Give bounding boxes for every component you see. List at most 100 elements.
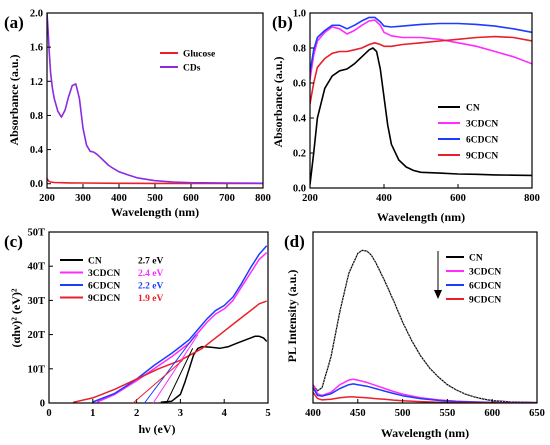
panel-a-y-tick-label: 1.2	[30, 77, 43, 88]
panel-a-x-tick-label: 200	[39, 193, 55, 204]
panel-a-x-tick-label: 300	[75, 193, 91, 204]
panel-c-x-tick-label: 2	[134, 408, 139, 419]
panel-a-y-tick-label: 0.0	[30, 179, 43, 190]
panel-c-y-tick-label: 40T	[27, 262, 45, 273]
panel-a-y-axis-title: Absorbance (a.u.)	[7, 54, 21, 145]
panel-a-y-tick-label: 2.0	[30, 9, 43, 20]
panel-c-x-tick-label: 4	[222, 408, 228, 419]
panel-c-y-tick-label: 20T	[27, 330, 45, 341]
panel-b-y-tick-label: 1.0	[293, 9, 306, 20]
panel-a-letter: (a)	[4, 13, 24, 32]
panel-b-plot-area	[310, 16, 532, 185]
panel-d-series-cn-line	[313, 249, 537, 403]
panel-c-legend-label-3cdcn: 3CDCN	[88, 269, 120, 279]
panel-d-x-tick-label: 500	[395, 408, 411, 419]
panel-c-legend-label-9cdcn: 9CDCN	[88, 294, 120, 304]
panel-c-y-axis-title: (αhν)² (eV)²	[9, 288, 23, 347]
panel-c-y-tick-label: 0	[40, 399, 45, 410]
panel-b-series-cn-line	[310, 47, 532, 185]
panel-d-x-tick-label: 650	[529, 408, 545, 419]
panel-b-y-tick-label: 0.6	[293, 79, 306, 90]
panel-a-x-tick-label: 400	[111, 193, 127, 204]
panel-d-x-axis-title: Wavelength (nm)	[381, 426, 469, 440]
panel-b-x-tick-label: 200	[302, 193, 318, 204]
panel-c-band-gap-9cdcn: 1.9 eV	[138, 294, 163, 304]
panel-c-x-tick-label: 5	[265, 408, 270, 419]
panel-b-y-tick-label: 0.4	[293, 114, 307, 125]
panel-a-y-tick-label: 0.4	[30, 145, 44, 156]
panel-b-series-3cdcn-line	[310, 19, 532, 80]
panel-d-frame	[312, 231, 538, 404]
panel-d-series-6cdcn-line	[313, 383, 537, 403]
panel-b-x-tick-label: 600	[450, 193, 466, 204]
panel-c-band-gap-6cdcn: 2.2 eV	[138, 282, 163, 292]
panel-a-x-axis-title: Wavelength (nm)	[111, 205, 199, 219]
panel-c-band-gap-cn: 2.7 eV	[138, 257, 163, 267]
panel-c-legend-label-6cdcn: 6CDCN	[88, 282, 120, 292]
panel-b-x-tick-label: 800	[524, 193, 540, 204]
panel-b-x-tick-label: 400	[376, 193, 392, 204]
panel-b-y-tick-label: 0.2	[293, 149, 306, 160]
panel-d-x-tick-label: 400	[305, 408, 321, 419]
panel-a-x-tick-label: 600	[183, 193, 199, 204]
panel-c-legend-label-cn: CN	[88, 257, 102, 267]
panel-c-plot-area	[72, 245, 268, 403]
panel-b-frame	[309, 12, 533, 189]
panel-c-y-tick-label: 50T	[27, 228, 45, 239]
panel-a-legend-label-cds: CDs	[183, 64, 201, 74]
panel-c-tangent-line-cn	[165, 348, 194, 404]
panel-d-legend-arrow-head	[434, 290, 442, 299]
panel-c-x-tick-label: 3	[178, 408, 183, 419]
panel-d-letter: (d)	[284, 232, 305, 251]
panel-d-series-cn-markers	[313, 249, 537, 403]
panel-b-series-6cdcn-line	[310, 16, 532, 73]
panel-d-x-tick-label: 450	[350, 408, 366, 419]
panel-a-plot-area	[47, 13, 263, 185]
panel-c-x-tick-label: 0	[46, 408, 51, 419]
panel-c-series-6cdcn-line	[92, 245, 268, 403]
panel-c-tangent-line-3cdcn	[152, 334, 199, 404]
panel-c-frame	[48, 231, 269, 404]
panel-b-legend-label-cn: CN	[466, 104, 480, 114]
panel-d: (d) Wavelength (nm) PL Intensity (a.u.) …	[284, 231, 545, 440]
panel-b-y-tick-label: 0.0	[293, 184, 306, 195]
panel-a-x-tick-label: 700	[219, 193, 235, 204]
panel-c-y-tick-label: 10T	[27, 364, 45, 375]
panel-a-series-cds-line	[47, 13, 263, 185]
panel-a-y-tick-label: 1.6	[30, 43, 43, 54]
panel-d-legend-label-3cdcn: 3CDCN	[469, 268, 501, 278]
panel-a: (a) Wavelength (nm) Absorbance (a.u.) 20…	[4, 9, 271, 220]
panel-c-tangent-line-6cdcn	[144, 334, 197, 404]
panel-d-legend-label-6cdcn: 6CDCN	[469, 282, 501, 292]
panel-d-y-axis-title: PL Intensity (a.u.)	[285, 270, 299, 363]
panel-b-legend-label-3cdcn: 3CDCN	[466, 120, 498, 130]
panel-c-series-9cdcn-line	[72, 300, 267, 403]
panel-d-x-tick-label: 600	[484, 408, 500, 419]
panel-d-legend-label-cn: CN	[469, 254, 483, 264]
panel-c-series-cn-line	[160, 335, 268, 403]
panel-c: (c) hν (eV) (αhν)² (eV)² 0 1 2 3 4 5 0 10T 20T 30…	[4, 228, 271, 437]
panel-b-letter: (b)	[272, 13, 293, 32]
panel-b-series-9cdcn-line	[310, 35, 532, 105]
panel-c-letter: (c)	[4, 232, 23, 251]
panel-c-x-axis-title: hν (eV)	[138, 422, 175, 436]
panel-c-tangent-line-9cdcn	[132, 359, 183, 404]
panel-c-series-3cdcn-line	[96, 251, 268, 403]
panel-c-y-tick-label: 30T	[27, 296, 45, 307]
panel-b-legend-label-6cdcn: 6CDCN	[466, 136, 498, 146]
panel-d-x-tick-label: 550	[440, 408, 456, 419]
panel-a-x-tick-label: 800	[255, 193, 271, 204]
panel-a-legend-label-glucose: Glucose	[183, 50, 215, 60]
panel-b-x-axis-title: Wavelength (nm)	[377, 210, 465, 224]
panel-c-band-gap-3cdcn: 2.4 eV	[138, 269, 163, 279]
panel-a-x-tick-label: 500	[147, 193, 163, 204]
panel-a-y-tick-label: 0.8	[30, 111, 43, 122]
panel-b: (b) Wavelength (nm) Absorbance (a.u.) 20…	[271, 9, 540, 225]
panel-b-y-tick-label: 0.8	[293, 44, 306, 55]
panel-d-legend-label-9cdcn: 9CDCN	[469, 296, 501, 306]
panel-b-y-axis-title: Absorbance (a.u.)	[271, 56, 285, 147]
panel-b-legend-label-9cdcn: 9CDCN	[466, 152, 498, 162]
panel-c-x-tick-label: 1	[90, 408, 95, 419]
panel-d-plot-area	[313, 249, 537, 403]
